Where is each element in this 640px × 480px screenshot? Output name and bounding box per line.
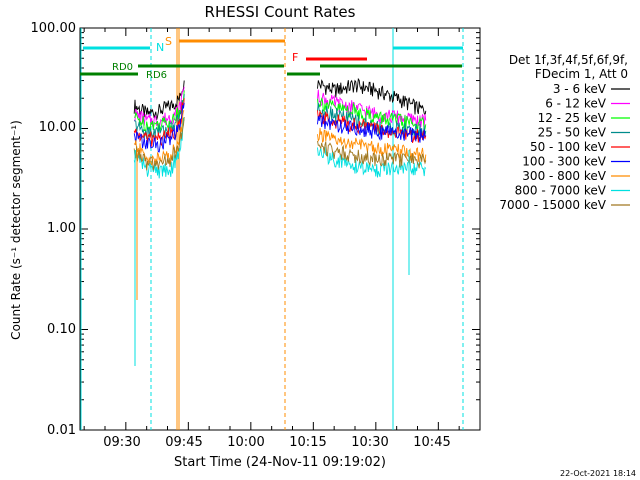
x-tick-label: 09:45 (165, 435, 202, 450)
series-line (317, 102, 427, 139)
legend-label: 100 - 300 keV (522, 155, 606, 169)
y-axis-title: Count Rate (s⁻¹ detector segment⁻¹) (9, 120, 23, 340)
legend-label: 300 - 800 keV (522, 169, 606, 183)
series-line (133, 117, 185, 179)
series-line (317, 114, 427, 143)
legend: Det 1f,3f,4f,5f,6f,9f, FDecim 1, Att 0 3… (499, 53, 630, 212)
x-tick-label: 10:15 (289, 435, 326, 450)
y-tick-label: 10.00 (39, 120, 76, 135)
plot-frame (79, 27, 481, 431)
series-line (133, 102, 185, 153)
annotation-label-rd0: RD0 (112, 62, 133, 73)
series-line (317, 89, 427, 129)
legend-label: 7000 - 15000 keV (499, 198, 606, 212)
chart-title: RHESSI Count Rates (205, 3, 356, 21)
legend-header-line: Det 1f,3f,4f,5f,6f,9f, (509, 53, 628, 67)
legend-label: 12 - 25 keV (538, 111, 607, 125)
x-axis-title: Start Time (24-Nov-11 09:19:02) (174, 455, 386, 470)
annotation-label-n: N (156, 41, 164, 54)
annotation-label-rd6: RD6 (146, 70, 167, 81)
series-line (317, 127, 427, 164)
y-tick-label: 1.00 (47, 221, 76, 236)
attenuator-markers (80, 28, 464, 430)
x-tick-labels: 09:30 09:45 10:00 10:15 10:30 10:45 (103, 435, 450, 450)
x-tick-label: 10:00 (227, 435, 264, 450)
series-line (317, 140, 427, 169)
legend-label: 800 - 7000 keV (515, 184, 607, 198)
footer-date: 22-Oct-2021 18:14 (560, 469, 636, 478)
axis-ticks (80, 28, 481, 431)
legend-header-line: FDecim 1, Att 0 (535, 67, 628, 81)
y-tick-label: 0.10 (47, 322, 76, 337)
legend-label: 6 - 12 keV (545, 97, 607, 111)
series-line (317, 77, 427, 118)
series-line (133, 116, 185, 171)
x-tick-label: 10:45 (413, 435, 450, 450)
legend-label: 50 - 100 keV (530, 140, 607, 154)
state-bars (80, 39, 463, 76)
y-tick-labels: 0.01 0.10 1.00 10.00 100.00 (31, 21, 77, 438)
series-line (133, 94, 185, 140)
x-tick-label: 10:30 (351, 435, 388, 450)
series-group (133, 77, 427, 366)
legend-label: 25 - 50 keV (538, 126, 607, 140)
legend-label: 3 - 6 keV (553, 82, 607, 96)
y-tick-label: 0.01 (47, 423, 76, 438)
y-tick-label: 100.00 (31, 21, 77, 36)
annotation-label-f: F (292, 51, 298, 64)
series-line (317, 147, 427, 178)
annotation-label-s: S (165, 35, 172, 48)
x-tick-label: 09:30 (103, 435, 140, 450)
